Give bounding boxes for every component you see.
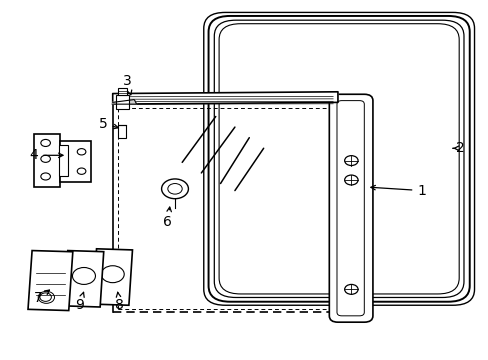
Polygon shape xyxy=(112,100,137,104)
Polygon shape xyxy=(64,251,103,307)
Text: 9: 9 xyxy=(75,292,84,312)
Text: 6: 6 xyxy=(163,207,172,229)
Text: 5: 5 xyxy=(99,117,118,131)
Polygon shape xyxy=(112,92,337,104)
Text: 4: 4 xyxy=(29,148,63,162)
Text: 8: 8 xyxy=(115,292,124,312)
Bar xyxy=(34,134,60,187)
Bar xyxy=(59,145,67,176)
Text: 2: 2 xyxy=(452,141,464,155)
Text: 3: 3 xyxy=(122,74,131,95)
Text: 7: 7 xyxy=(34,290,49,305)
Polygon shape xyxy=(28,251,73,311)
Bar xyxy=(60,141,91,182)
Polygon shape xyxy=(93,249,132,305)
FancyBboxPatch shape xyxy=(328,94,372,322)
Text: 1: 1 xyxy=(370,184,426,198)
Bar xyxy=(117,87,127,95)
Bar xyxy=(115,95,129,109)
Bar xyxy=(118,125,126,138)
